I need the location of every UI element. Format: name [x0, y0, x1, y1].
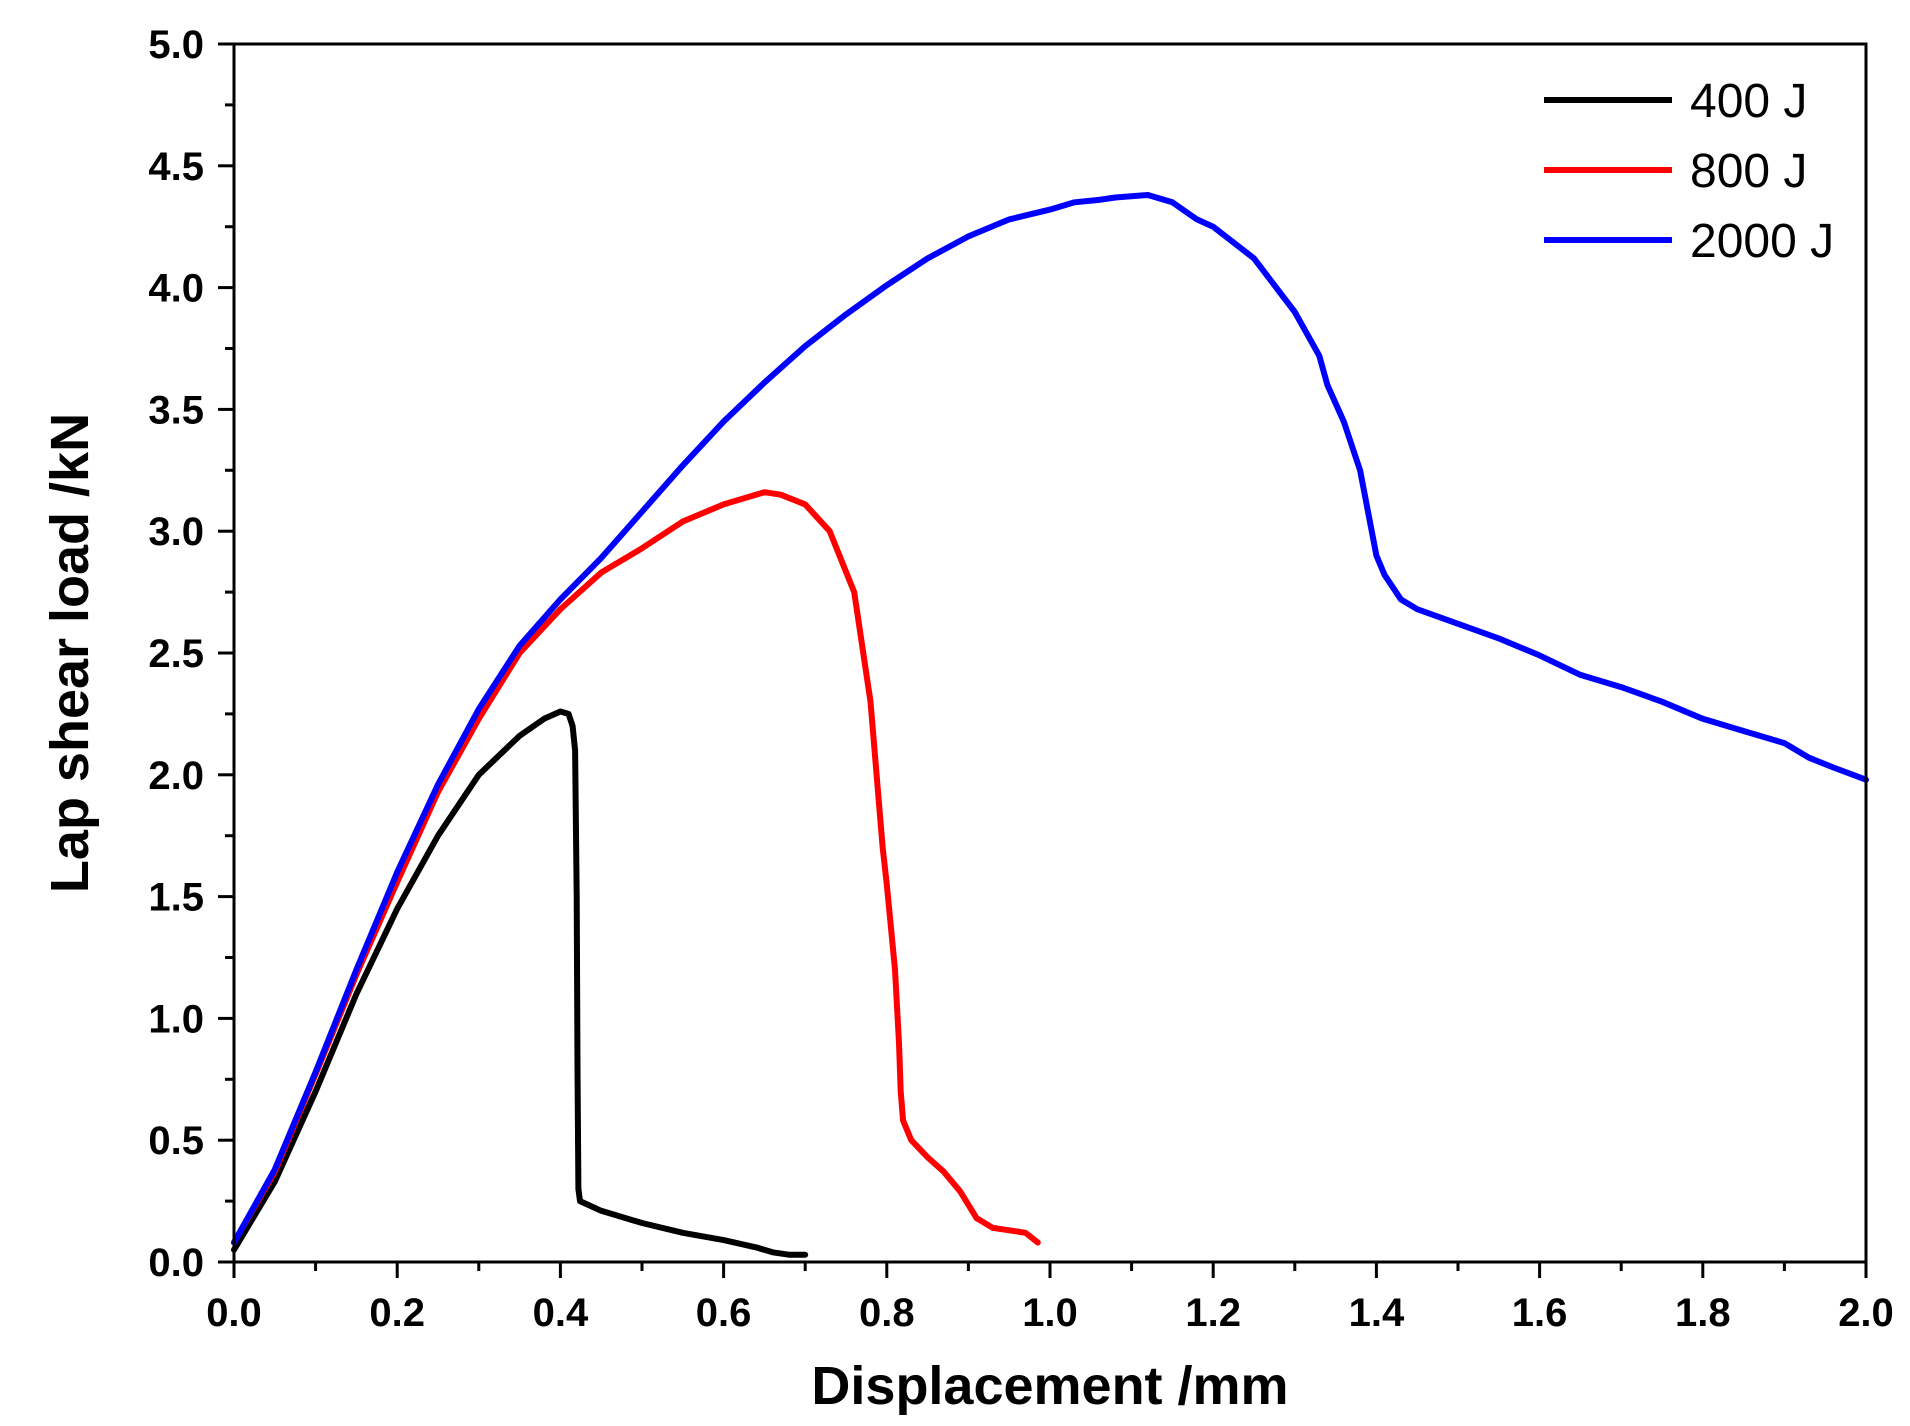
- series-layer: [231, 192, 1869, 1258]
- y-tick-label: 2.5: [148, 632, 204, 676]
- series-line-0: [231, 708, 809, 1258]
- x-tick-label: 1.8: [1675, 1291, 1731, 1335]
- y-tick-label: 3.0: [148, 510, 204, 554]
- x-tick-label: 1.4: [1349, 1291, 1405, 1335]
- x-axis-title: Displacement /mm: [811, 1356, 1288, 1416]
- legend: 400 J 800 J 2000 J: [1544, 75, 1834, 268]
- y-tick-label: 3.5: [148, 388, 204, 432]
- x-tick-label: 0.6: [696, 1291, 752, 1335]
- x-tick-label: 0.4: [533, 1291, 589, 1335]
- series-line-2: [231, 192, 1869, 1246]
- y-tick-label: 4.5: [148, 145, 204, 189]
- series-line-1: [231, 489, 1041, 1246]
- x-tick-label: 0.0: [206, 1291, 262, 1335]
- x-tick-label: 0.8: [859, 1291, 915, 1335]
- y-tick-label: 0.0: [148, 1241, 204, 1285]
- y-tick-label: 1.0: [148, 997, 204, 1041]
- y-tick-label: 4.0: [148, 267, 204, 311]
- x-tick-label: 0.2: [369, 1291, 425, 1335]
- x-tick-label: 1.6: [1512, 1291, 1568, 1335]
- legend-label: 400 J: [1690, 75, 1807, 128]
- x-tick-label: 1.2: [1185, 1291, 1241, 1335]
- legend-label: 2000 J: [1690, 215, 1834, 268]
- x-tick-label: 1.0: [1022, 1291, 1078, 1335]
- ticks-layer: 0.0 0.2 0.4 0.6 0.8 1.0 1.2 1.4 1.6 1.8 2.0 0.0 0.5 1…: [148, 23, 1893, 1335]
- y-axis-title: Lap shear load /kN: [40, 413, 100, 893]
- legend-label: 800 J: [1690, 145, 1807, 198]
- y-tick-label: 2.0: [148, 754, 204, 798]
- y-tick-label: 0.5: [148, 1119, 204, 1163]
- y-tick-label: 5.0: [148, 23, 204, 67]
- y-tick-label: 1.5: [148, 876, 204, 920]
- x-tick-label: 2.0: [1838, 1291, 1894, 1335]
